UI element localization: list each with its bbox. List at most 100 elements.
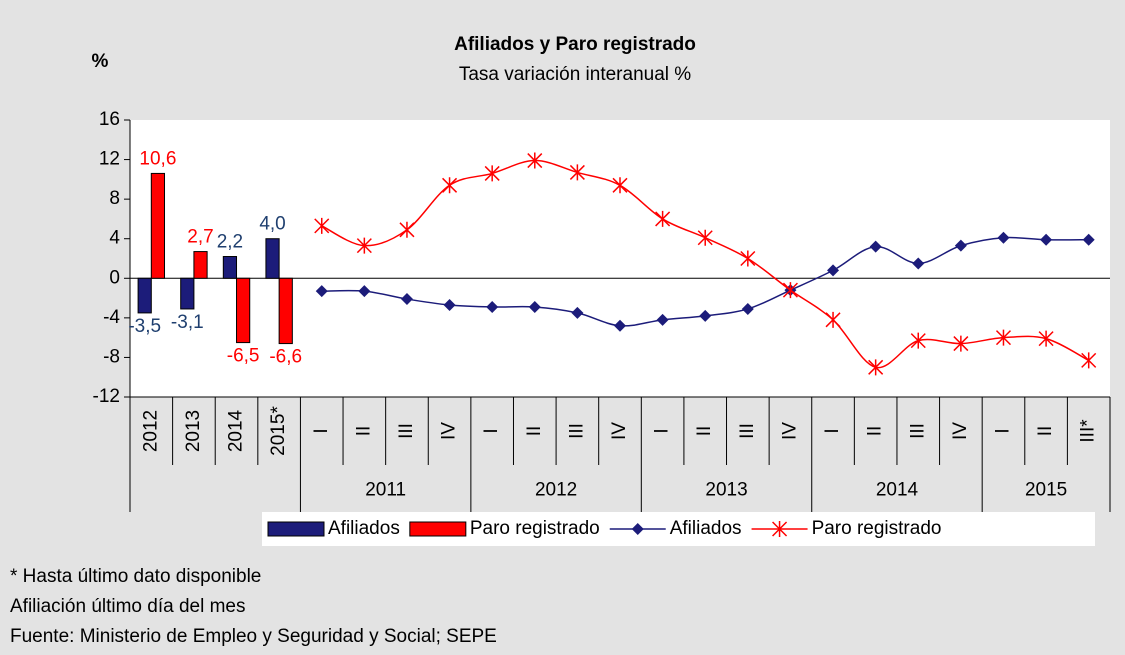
marker [1082, 233, 1095, 246]
bar [222, 256, 238, 279]
marker [528, 300, 541, 313]
chart-title: Afiliados y Paro registrado [454, 34, 696, 55]
marker [400, 293, 413, 306]
marker [741, 302, 754, 315]
y-tick-label: 12 [99, 149, 120, 170]
legend-label: Afiliados [670, 518, 742, 539]
group-label: 2015 [1025, 480, 1067, 501]
data-label: -6,6 [269, 347, 302, 368]
x-tick-label: IV [779, 422, 800, 440]
marker [356, 237, 372, 254]
x-tick-label: I [822, 428, 843, 433]
x-tick-label: 2013 [183, 410, 204, 452]
y-tick-label: -12 [93, 386, 120, 407]
marker [910, 332, 926, 349]
bar [236, 277, 251, 344]
legend-box [262, 512, 1095, 546]
data-label: 10,6 [139, 148, 176, 169]
x-tick-label: I [311, 428, 332, 433]
x-tick-label: IV [950, 422, 971, 440]
x-tick-label: II [694, 426, 715, 437]
group-label: 2014 [876, 480, 919, 501]
x-tick-label: I [652, 428, 673, 433]
x-tick-label: I [992, 428, 1013, 433]
marker [314, 217, 330, 234]
marker [655, 210, 671, 227]
x-tick-label: II [1035, 426, 1056, 437]
marker [656, 313, 669, 326]
x-tick-label: 2012 [140, 410, 161, 452]
plot-area [130, 120, 1110, 397]
marker [869, 240, 882, 253]
marker [827, 264, 840, 277]
y-tick-label: 4 [109, 228, 120, 249]
bar [137, 277, 152, 314]
chart-subtitle: Tasa variación interanual % [459, 64, 691, 85]
bar [193, 251, 208, 279]
marker [1081, 352, 1097, 369]
group-label: 2013 [705, 480, 747, 501]
marker [697, 229, 713, 246]
legend-entry: Paro registrado [409, 518, 600, 539]
data-label: 2,2 [217, 232, 243, 253]
legend-marker [631, 523, 644, 535]
data-label: 2,7 [187, 227, 213, 248]
x-tick-label: 2014 [226, 409, 247, 452]
marker [1038, 330, 1054, 347]
legend-entry: Afiliados [267, 518, 400, 539]
marker [569, 164, 585, 181]
bar [180, 277, 195, 310]
legend-swatch [267, 521, 325, 537]
x-tick-label: II [865, 426, 886, 437]
legend-label: Afiliados [328, 518, 400, 539]
marker [358, 285, 371, 298]
legend-swatch [409, 521, 467, 537]
marker [527, 152, 543, 169]
bar [150, 172, 166, 279]
footnote: * Hasta último dato disponible [10, 566, 261, 587]
marker [699, 309, 712, 322]
marker [868, 359, 884, 376]
marker [612, 177, 628, 194]
marker [443, 298, 456, 311]
data-label: 4,0 [259, 214, 285, 235]
marker [486, 300, 499, 313]
legend-marker [772, 521, 788, 537]
marker [484, 165, 500, 182]
y-tick-label: 0 [109, 267, 120, 288]
group-label: 2012 [535, 480, 577, 501]
x-tick-label: IV [609, 422, 630, 440]
x-tick-label: III [566, 423, 587, 439]
legend-entry: Paro registrado [751, 518, 942, 539]
x-tick-label: II [524, 426, 545, 437]
y-tick-label: 8 [109, 188, 120, 209]
bar [278, 277, 293, 345]
marker [399, 221, 415, 238]
y-tick-label: -8 [103, 346, 120, 367]
marker [315, 285, 328, 298]
bar [265, 238, 280, 279]
marker [782, 282, 798, 299]
data-label: -3,5 [128, 316, 161, 337]
marker [442, 177, 458, 194]
y-tick-label: 16 [99, 109, 120, 130]
x-tick-label: II [353, 426, 374, 437]
y-axis-label: % [92, 51, 109, 72]
legend-label: Paro registrado [470, 518, 600, 539]
x-tick-label: III [907, 423, 928, 439]
x-tick-label: III [396, 423, 417, 439]
x-tick-label: IV [439, 422, 460, 440]
marker [953, 335, 969, 352]
marker [912, 257, 925, 270]
y-tick-label: -4 [103, 307, 120, 328]
marker [995, 329, 1012, 346]
group-label: 2011 [365, 480, 406, 501]
marker [825, 311, 841, 328]
marker [571, 306, 584, 319]
legend-label: Paro registrado [812, 518, 942, 539]
x-tick-label: III [737, 423, 758, 439]
legend-entry: Afiliados [609, 518, 742, 539]
x-tick-label: III* [1078, 419, 1099, 443]
x-tick-label: I [481, 428, 502, 433]
